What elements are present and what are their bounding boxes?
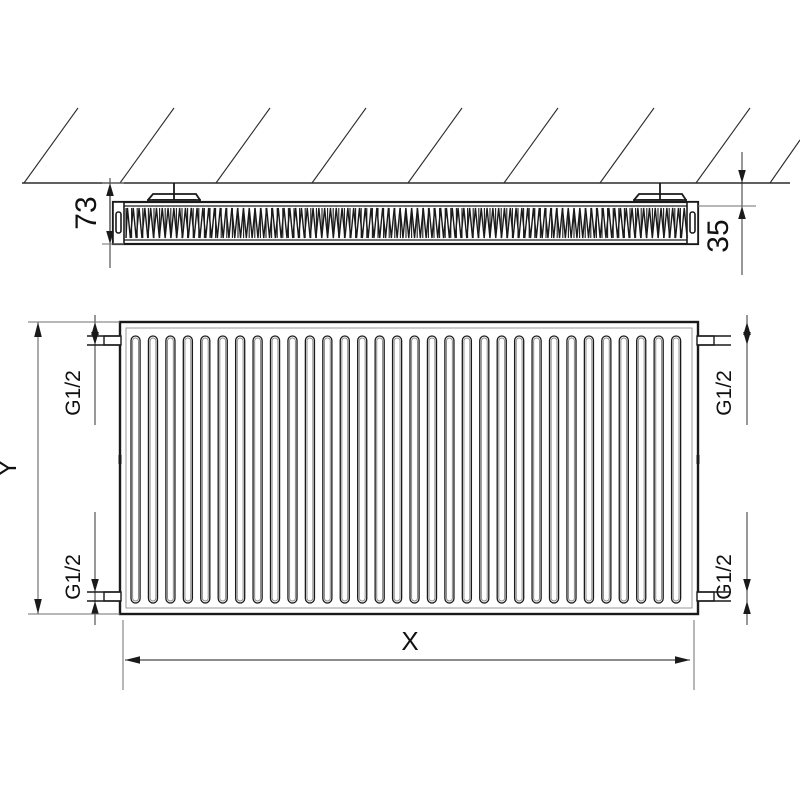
radiator-panel-faces <box>124 205 687 241</box>
radiator-fin-shade <box>254 337 262 602</box>
radiator-fin-shade <box>236 337 244 602</box>
radiator-fin-shade <box>376 337 384 602</box>
dimension-connection-bottom-left: G1/2 <box>62 512 99 625</box>
radiator-fin-shade <box>602 337 610 602</box>
radiator-fin-shade <box>568 337 575 602</box>
radiator-fin <box>234 335 246 604</box>
wall-hatching <box>23 107 800 184</box>
radiator-fin <box>200 335 211 604</box>
radiator-fin <box>252 335 263 604</box>
right-side-mark <box>696 455 700 464</box>
radiator-fin-shade <box>672 337 680 602</box>
top-section-view: 73 35 <box>22 107 800 275</box>
connection-stub-top-right <box>696 335 731 346</box>
radiator-fin-shade <box>132 337 139 602</box>
radiator-fin <box>601 335 612 604</box>
radiator-fin <box>287 335 298 604</box>
radiator-fin-shade <box>323 337 331 602</box>
connection-label-bottom-right: G1/2 <box>713 554 736 600</box>
dimension-width-X: X <box>122 620 695 690</box>
radiator-fin <box>217 335 228 604</box>
radiator-fin-shade <box>201 337 209 602</box>
radiator-fin-shade <box>655 337 663 602</box>
radiator-fin-shade <box>149 337 157 602</box>
radiator-fin <box>409 335 420 604</box>
radiator-fin <box>322 335 333 604</box>
radiator-fin <box>618 335 629 604</box>
radiator-front-inner-outline <box>125 327 693 609</box>
radiator-fin <box>583 335 595 604</box>
radiator-fin-shade <box>463 337 471 602</box>
connection-label-top-left: G1/2 <box>62 370 85 416</box>
radiator-fin <box>444 335 455 604</box>
radiator-fin-shade <box>550 337 558 602</box>
radiator-fin-shade <box>341 337 349 602</box>
radiator-fin-shade <box>480 337 488 602</box>
radiator-fin <box>548 335 560 604</box>
connection-label-bottom-left: G1/2 <box>62 554 85 600</box>
radiator-fin <box>391 335 403 604</box>
radiator-fin-shade <box>358 337 366 602</box>
left-side-mark <box>118 455 122 464</box>
dimension-label-X: X <box>401 626 418 656</box>
radiator-fin <box>426 335 438 604</box>
dimension-connection-top-left: G1/2 <box>62 315 99 425</box>
radiator-fin-shade <box>585 337 593 602</box>
radiator-fin-shade <box>620 337 628 602</box>
radiator-fin-shade <box>166 337 174 602</box>
radiator-fin <box>513 335 525 604</box>
dimension-label-35: 35 <box>702 219 735 252</box>
radiator-fin-shade <box>637 337 645 602</box>
radiator-fin-shade <box>271 337 279 602</box>
radiator-fin-shade <box>445 337 453 602</box>
connection-stub-bottom-left <box>87 591 122 602</box>
radiator-fin <box>182 335 194 604</box>
radiator-fin-shade <box>184 337 192 602</box>
dimension-connection-bottom-right: G1/2 <box>713 512 751 625</box>
convector-fin-ticks <box>125 208 681 238</box>
radiator-fin <box>304 335 316 604</box>
dimension-gap-35: 35 <box>698 152 756 275</box>
radiator-fin-shade <box>393 337 401 602</box>
radiator-fin <box>670 335 682 604</box>
radiator-fin <box>269 335 281 604</box>
radiator-fin-shade <box>533 337 541 602</box>
radiator-fin <box>130 335 141 604</box>
radiator-fin-shade <box>289 337 296 602</box>
radiator-front-fins <box>130 335 682 604</box>
dimension-depth-73: 73 <box>70 178 124 268</box>
radiator-fin <box>357 335 368 604</box>
radiator-fin <box>147 335 159 604</box>
radiator-fin <box>636 335 647 604</box>
radiator-fin <box>566 335 577 604</box>
radiator-fin <box>339 335 350 604</box>
front-elevation-view: G1/2 G1/2 G1/2 G1/2 <box>0 315 751 690</box>
radiator-fin <box>496 335 507 604</box>
radiator-fin-shade <box>219 337 227 602</box>
radiator-fin-shade <box>498 337 506 602</box>
radiator-fin <box>479 335 490 604</box>
radiator-fin <box>653 335 664 604</box>
radiator-fin-shade <box>306 337 314 602</box>
dimension-connection-top-right: G1/2 <box>713 315 751 425</box>
radiator-fin-shade <box>515 337 523 602</box>
dimension-label-Y: Y <box>0 459 22 476</box>
dimension-label-73: 73 <box>70 196 103 229</box>
dimension-height-Y: Y <box>0 321 120 615</box>
radiator-fin <box>374 335 385 604</box>
radiator-fin-shade <box>428 337 436 602</box>
connection-stub-bottom-right <box>696 591 731 602</box>
connection-label-top-right: G1/2 <box>713 370 736 416</box>
radiator-fin <box>531 335 542 604</box>
radiator-fin-shade <box>411 337 418 602</box>
radiator-fin <box>461 335 473 604</box>
radiator-fin <box>165 335 176 604</box>
